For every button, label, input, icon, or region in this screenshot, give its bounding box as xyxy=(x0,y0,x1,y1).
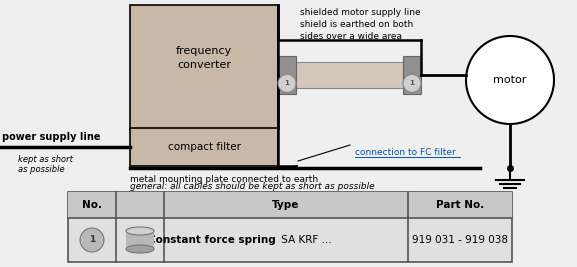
Text: 919 031 - 919 038: 919 031 - 919 038 xyxy=(412,235,508,245)
Text: 1: 1 xyxy=(284,80,290,86)
Text: motor: motor xyxy=(493,75,527,85)
Ellipse shape xyxy=(126,227,154,235)
Text: No.: No. xyxy=(82,200,102,210)
Bar xyxy=(130,128,278,166)
Text: 1: 1 xyxy=(410,80,414,86)
Text: Type: Type xyxy=(272,200,299,210)
Bar xyxy=(285,62,403,88)
Text: compact filter: compact filter xyxy=(167,142,241,152)
Text: sides over a wide area: sides over a wide area xyxy=(300,32,402,41)
Text: shield is earthed on both: shield is earthed on both xyxy=(300,20,413,29)
Circle shape xyxy=(466,36,554,124)
Bar xyxy=(278,56,296,94)
Text: general: all cables should be kept as short as possible: general: all cables should be kept as sh… xyxy=(130,182,374,191)
Circle shape xyxy=(278,74,296,92)
Text: Constant force spring: Constant force spring xyxy=(148,235,276,245)
Text: frequency
converter: frequency converter xyxy=(176,45,232,69)
Ellipse shape xyxy=(126,245,154,253)
Circle shape xyxy=(403,74,421,92)
Text: 1: 1 xyxy=(89,235,95,245)
Bar xyxy=(126,231,154,249)
Bar xyxy=(403,56,421,94)
Bar xyxy=(68,192,512,218)
Text: metal mounting plate connected to earth: metal mounting plate connected to earth xyxy=(130,175,318,184)
Bar xyxy=(130,5,278,130)
Circle shape xyxy=(80,228,104,252)
Text: shielded motor supply line: shielded motor supply line xyxy=(300,8,421,17)
Text: kept as short
as possible: kept as short as possible xyxy=(18,155,73,174)
Bar xyxy=(68,192,512,262)
Text: Part No.: Part No. xyxy=(436,200,484,210)
Text: SA KRF ...: SA KRF ... xyxy=(278,235,332,245)
Text: connection to FC filter: connection to FC filter xyxy=(355,148,456,157)
Text: power supply line: power supply line xyxy=(2,132,100,142)
